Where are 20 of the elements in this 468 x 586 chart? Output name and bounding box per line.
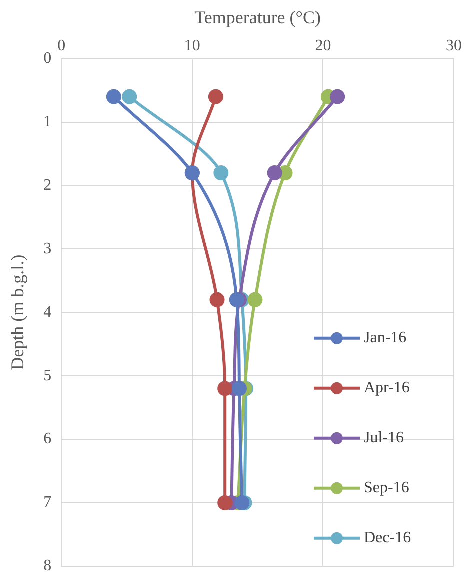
y-tick-label: 6 <box>44 430 52 448</box>
x-tick-label: 10 <box>184 37 200 54</box>
legend-label: Dec-16 <box>364 530 412 547</box>
y-tick-label: 4 <box>44 304 52 321</box>
y-axis-title: Depth (m b.g.l.) <box>8 254 28 370</box>
y-tick-label: 8 <box>44 558 52 575</box>
x-tick-label: 0 <box>58 37 66 54</box>
y-tick-label: 2 <box>44 176 52 194</box>
x-tick-label: 30 <box>446 37 462 54</box>
y-tick-label: 5 <box>44 367 52 384</box>
x-axis-title: Temperature (°C) <box>194 8 321 28</box>
legend-label: Sep-16 <box>364 480 410 497</box>
legend-label: Jan-16 <box>364 330 407 347</box>
y-tick-label: 7 <box>44 494 52 512</box>
x-tick-label: 20 <box>315 37 332 54</box>
y-tick-label: 3 <box>44 240 52 258</box>
legend-label: Apr-16 <box>364 380 410 397</box>
y-tick-label: 1 <box>44 113 52 130</box>
y-tick-label: 0 <box>44 50 52 68</box>
legend-label: Jul-16 <box>364 430 404 447</box>
